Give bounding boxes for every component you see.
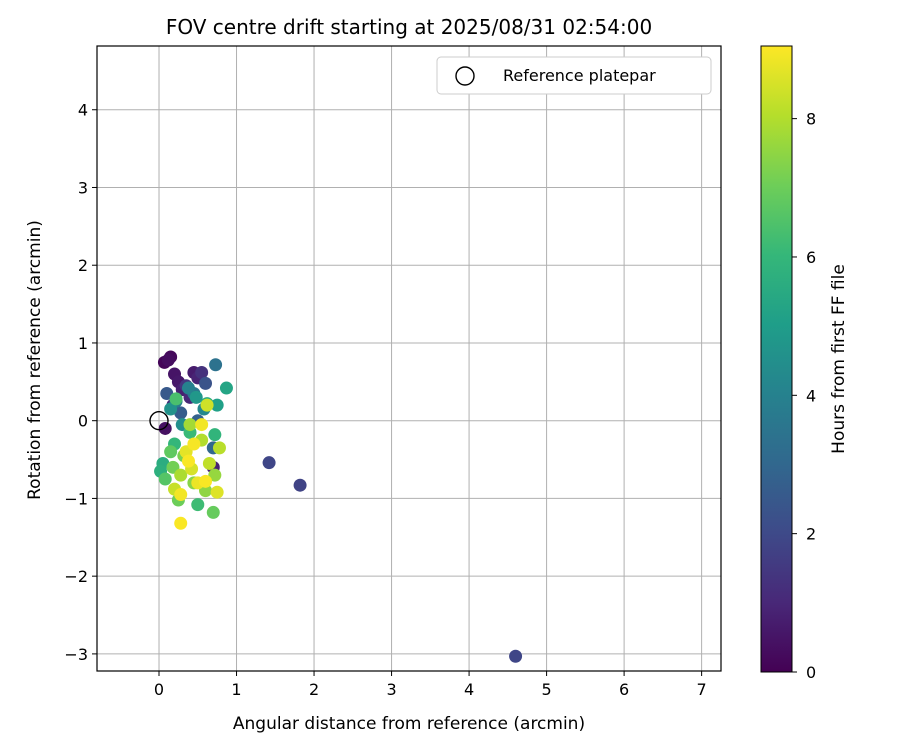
data-point [183, 418, 197, 432]
x-tick-label: 0 [154, 680, 164, 699]
colorbar: 0 2 4 6 8 Hours from first FF file [760, 45, 849, 682]
plot-area-frame [96, 45, 722, 672]
x-tick-label: 1 [231, 680, 241, 699]
data-point [158, 421, 172, 435]
reference-platepar-marker [149, 410, 169, 431]
y-axis-label: Rotation from reference (arcmin) [25, 220, 45, 500]
chart-title: FOV centre drift starting at 2025/08/31 … [166, 15, 652, 39]
data-point [158, 472, 172, 486]
data-point [212, 441, 226, 455]
colorbar-tick-label: 0 [806, 663, 816, 682]
data-point [195, 418, 209, 432]
data-point [208, 468, 222, 482]
y-tick-label: 3 [78, 178, 88, 197]
data-point [174, 488, 188, 502]
y-tick-label: 0 [78, 412, 88, 431]
data-point [174, 468, 188, 482]
data-point [509, 649, 523, 663]
data-point [210, 398, 224, 412]
y-tick-label: 1 [78, 334, 88, 353]
legend-box [436, 56, 712, 95]
colorbar-tick-label: 6 [806, 248, 816, 267]
data-point [195, 365, 209, 379]
y-tick-label: −1 [64, 489, 88, 508]
data-point [206, 505, 220, 519]
data-point [169, 392, 183, 406]
data-point [174, 406, 188, 420]
data-point [187, 437, 201, 451]
x-tick-label: 3 [386, 680, 396, 699]
colorbar-gradient [760, 45, 793, 673]
data-point [208, 428, 222, 442]
colorbar-tick-label: 2 [806, 525, 816, 544]
x-tick-label: 4 [464, 680, 474, 699]
x-axis-ticks: 0 1 2 3 4 5 6 7 [154, 671, 707, 699]
y-tick-label: 4 [78, 101, 88, 120]
colorbar-tick-label: 4 [806, 386, 816, 405]
data-point [191, 498, 205, 512]
data-point [199, 474, 213, 488]
y-axis-ticks: −3 −2 −1 0 1 2 3 4 [64, 101, 97, 664]
data-point [219, 381, 233, 395]
x-tick-label: 6 [619, 680, 629, 699]
data-point [174, 516, 188, 530]
data-point [161, 353, 175, 367]
x-axis-label: Angular distance from reference (arcmin) [233, 714, 585, 734]
x-tick-label: 7 [697, 680, 707, 699]
data-point [199, 376, 213, 390]
grid [97, 46, 721, 671]
data-point [164, 445, 178, 459]
x-tick-label: 5 [541, 680, 551, 699]
x-tick-label: 2 [309, 680, 319, 699]
data-point [210, 485, 224, 499]
data-point [181, 381, 195, 395]
legend: Reference platepar [436, 56, 712, 95]
y-tick-label: −3 [64, 645, 88, 664]
y-tick-label: 2 [78, 256, 88, 275]
data-point [262, 456, 276, 470]
legend-marker-open-circle [455, 66, 475, 86]
scatter-points [149, 350, 523, 663]
data-point [293, 478, 307, 492]
data-point [202, 456, 216, 470]
data-point [200, 398, 214, 412]
legend-label: Reference platepar [503, 66, 656, 85]
colorbar-tick-label: 8 [806, 110, 816, 129]
colorbar-label: Hours from first FF file [829, 264, 849, 454]
data-point [209, 358, 223, 372]
data-point [164, 402, 178, 416]
data-point [181, 454, 195, 468]
colorbar-ticks: 0 2 4 6 8 [792, 110, 816, 682]
data-point [189, 390, 203, 404]
y-tick-label: −2 [64, 567, 88, 586]
